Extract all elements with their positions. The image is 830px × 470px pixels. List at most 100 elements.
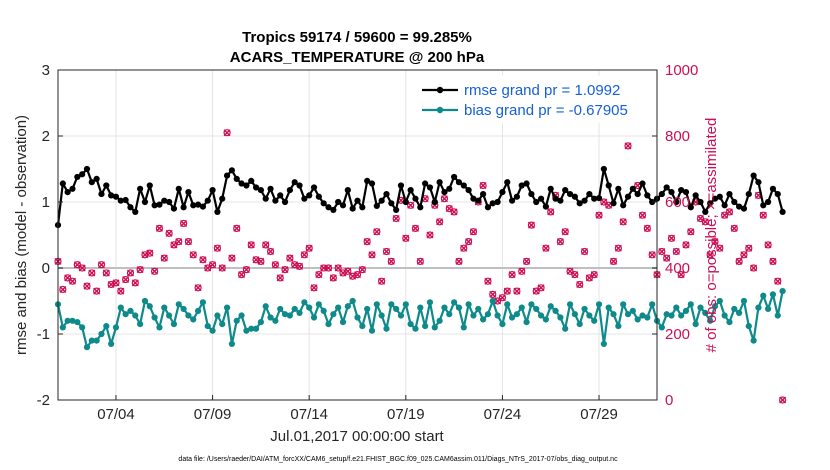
rmse-point bbox=[137, 185, 144, 192]
bias-point bbox=[257, 319, 264, 326]
possible-point bbox=[286, 254, 294, 262]
rmse-point bbox=[736, 203, 743, 210]
bias-point bbox=[397, 312, 405, 319]
rmse-point bbox=[581, 197, 588, 204]
possible-point bbox=[204, 264, 212, 272]
bias-point bbox=[711, 303, 719, 310]
assimilated-point-stroke bbox=[209, 261, 217, 269]
bias-point bbox=[422, 322, 429, 330]
possible-point bbox=[334, 264, 342, 272]
assimilated-point bbox=[368, 251, 376, 259]
bias-point bbox=[523, 319, 530, 326]
bias-point bbox=[475, 305, 482, 313]
bias-point bbox=[769, 291, 777, 298]
rmse-point bbox=[93, 175, 100, 182]
assimilated-point-stroke bbox=[59, 285, 67, 293]
bias-point bbox=[335, 304, 342, 311]
assimilated-point-stroke bbox=[489, 290, 497, 298]
y-right-tick-label: 1000 bbox=[665, 62, 698, 79]
rmse-point bbox=[755, 179, 762, 186]
bias-point bbox=[112, 324, 120, 331]
assimilated-point-stroke bbox=[663, 254, 671, 262]
bias-point bbox=[774, 312, 781, 319]
bias-point bbox=[98, 330, 105, 338]
assimilated-point-stroke bbox=[102, 269, 110, 277]
assimilated-point-stroke bbox=[740, 251, 748, 259]
assimilated-point-stroke bbox=[392, 215, 400, 222]
bias-point bbox=[644, 314, 651, 321]
possible-point bbox=[59, 285, 67, 294]
assimilated-point-stroke bbox=[556, 238, 564, 246]
possible-point bbox=[300, 251, 308, 259]
rmse-point bbox=[156, 201, 163, 208]
rmse-point bbox=[277, 192, 284, 199]
assimilated-point bbox=[450, 208, 458, 216]
assimilated-point-stroke bbox=[416, 257, 424, 265]
assimilated-point-stroke bbox=[233, 224, 241, 232]
bias-point bbox=[315, 301, 322, 308]
assimilated-point-stroke bbox=[450, 208, 458, 216]
y-right-tick-label: 600 bbox=[665, 194, 690, 211]
observation-count-markers bbox=[54, 112, 787, 404]
possible-point bbox=[131, 279, 139, 287]
assimilated-point bbox=[315, 271, 323, 279]
bias-point bbox=[707, 317, 714, 324]
rmse-point bbox=[740, 205, 748, 212]
possible-point bbox=[426, 231, 434, 239]
rmse-point bbox=[465, 187, 472, 194]
x-tick-label: 07/09 bbox=[194, 406, 232, 423]
assimilated-point bbox=[740, 251, 748, 259]
assimilated-point-stroke bbox=[542, 244, 550, 252]
possible-point bbox=[445, 205, 453, 213]
rmse-point bbox=[175, 185, 182, 192]
rmse-point bbox=[528, 190, 535, 198]
assimilated-point bbox=[513, 287, 521, 295]
possible-point bbox=[368, 251, 376, 259]
assimilated-point-stroke bbox=[508, 271, 516, 279]
assimilated-point-stroke bbox=[107, 281, 115, 288]
bias-point bbox=[132, 312, 139, 319]
assimilated-point-stroke bbox=[88, 269, 96, 277]
rmse-point bbox=[436, 179, 443, 186]
assimilated-point-stroke bbox=[83, 282, 91, 290]
bias-point bbox=[223, 304, 231, 311]
possible-point bbox=[769, 257, 777, 265]
bias-point bbox=[291, 305, 298, 313]
assimilated-point bbox=[479, 182, 487, 189]
assimilated-point bbox=[213, 244, 221, 252]
assimilated-point bbox=[721, 211, 729, 219]
assimilated-point bbox=[141, 251, 149, 259]
possible-point bbox=[735, 257, 743, 265]
rmse-point bbox=[489, 200, 496, 207]
possible-point bbox=[672, 247, 680, 256]
assimilated-point bbox=[122, 276, 130, 284]
bias-point bbox=[436, 317, 443, 324]
rmse-point bbox=[359, 204, 366, 211]
assimilated-point bbox=[88, 269, 96, 277]
bias-point bbox=[417, 304, 424, 311]
assimilated-point-stroke bbox=[672, 248, 680, 255]
assimilated-point-stroke bbox=[711, 238, 719, 246]
assimilated-point bbox=[566, 267, 574, 275]
rmse-point bbox=[687, 204, 694, 211]
assimilated-point-stroke bbox=[581, 248, 589, 255]
assimilated-point-stroke bbox=[155, 224, 163, 232]
assimilated-point-stroke bbox=[764, 241, 772, 249]
rmse-point bbox=[325, 204, 332, 211]
assimilated-point bbox=[436, 218, 444, 226]
assimilated-point-stroke bbox=[774, 277, 782, 285]
assimilated-point bbox=[271, 261, 279, 269]
assimilated-point bbox=[402, 234, 410, 242]
bias-point bbox=[306, 304, 313, 311]
bias-point bbox=[721, 312, 728, 319]
rmse-point bbox=[194, 201, 202, 208]
rmse-point bbox=[716, 193, 723, 200]
assimilated-point bbox=[682, 241, 690, 249]
possible-point bbox=[750, 264, 758, 272]
possible-point bbox=[179, 219, 188, 228]
bias-point bbox=[484, 311, 492, 318]
possible-point bbox=[716, 244, 724, 252]
possible-point bbox=[566, 267, 574, 275]
rmse-point bbox=[141, 198, 149, 206]
assimilated-point bbox=[624, 142, 632, 150]
